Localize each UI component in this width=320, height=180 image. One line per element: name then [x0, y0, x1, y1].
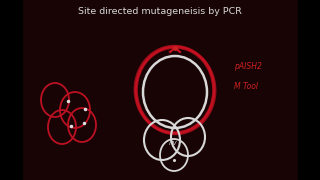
Text: M TooI: M TooI: [234, 82, 258, 91]
Text: pAISH2: pAISH2: [234, 62, 261, 71]
Text: hv: hv: [169, 140, 177, 146]
Text: Site directed mutageneisis by PCR: Site directed mutageneisis by PCR: [78, 7, 242, 16]
